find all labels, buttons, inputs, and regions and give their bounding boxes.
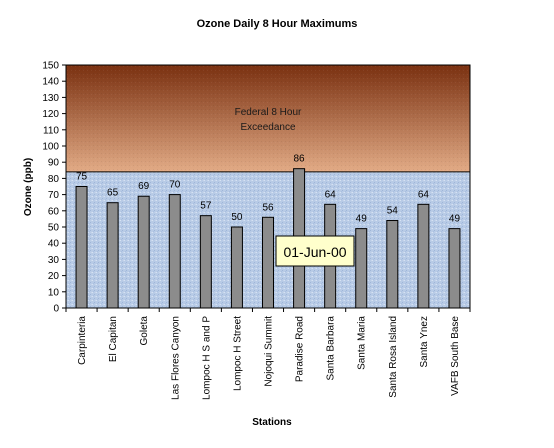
- bar: [355, 228, 368, 309]
- data-label: 49: [449, 214, 461, 225]
- category-label: Santa Barbara: [326, 316, 337, 381]
- bar: [75, 186, 88, 309]
- y-tick-label: 40: [48, 239, 60, 250]
- category-label: Santa Ynez: [419, 316, 430, 368]
- exceedance-label-line2: Exceedance: [240, 122, 295, 133]
- category-label: El Capitan: [108, 316, 119, 362]
- data-label: 50: [231, 212, 243, 223]
- bar: [199, 215, 212, 309]
- y-tick-label: 30: [48, 255, 60, 266]
- exceedance-band-texture: [66, 65, 470, 172]
- data-label: 69: [138, 181, 150, 192]
- category-label: Las Flores Canyon: [170, 316, 181, 400]
- y-tick-label: 60: [48, 206, 60, 217]
- y-tick-label: 20: [48, 271, 60, 282]
- y-tick-label: 110: [43, 125, 59, 136]
- data-label: 65: [107, 188, 119, 199]
- category-label: Santa Rosa Island: [388, 316, 399, 398]
- data-label: 56: [262, 202, 274, 213]
- date-label: 01-Jun-00: [283, 244, 346, 260]
- y-axis: 0 10 20 30 40 50 60 70 80 90 100 110 120 130 140 150: [42, 61, 66, 315]
- bar: [386, 220, 399, 309]
- category-label: VAFB South Base: [450, 316, 461, 396]
- y-tick-label: 140: [42, 77, 59, 88]
- x-axis-title: Stations: [252, 417, 292, 428]
- y-tick-label: 90: [48, 158, 60, 169]
- data-label: 75: [76, 172, 88, 183]
- category-label: Santa Maria: [357, 316, 368, 370]
- data-labels: 75 65 69 70 57 50 56 86 64 49 54 64 49: [76, 154, 460, 225]
- exceedance-label-line1: Federal 8 Hour: [235, 107, 302, 118]
- bar: [448, 228, 461, 309]
- category-label: Lompoc H Street: [232, 316, 243, 391]
- category-label: Lompoc H S and P: [201, 316, 212, 400]
- date-box: 01-Jun-00: [275, 235, 355, 267]
- y-tick-label: 80: [48, 174, 60, 185]
- y-axis-title: Ozone (ppb): [23, 158, 34, 216]
- data-label: 64: [418, 189, 430, 200]
- y-tick-label: 150: [42, 61, 59, 72]
- plot-area: Federal 8 Hour Exceedance: [65, 64, 471, 309]
- bar: [230, 226, 243, 309]
- y-tick-label: 120: [42, 109, 59, 120]
- data-label: 54: [387, 206, 399, 217]
- y-tick-label: 10: [48, 287, 60, 298]
- category-label: Nojoqui Summit: [264, 316, 275, 387]
- bar: [137, 195, 150, 309]
- bar: [106, 202, 119, 309]
- x-axis: Carpinteria El Capitan Goleta Las Flores Ca…: [65, 308, 471, 400]
- chart-title: Ozone Daily 8 Hour Maximums: [197, 18, 358, 30]
- bar: [262, 216, 274, 309]
- data-label: 49: [356, 214, 368, 225]
- category-label: Paradise Road: [295, 316, 306, 382]
- data-label: 70: [169, 180, 181, 191]
- bar: [168, 194, 181, 309]
- y-tick-label: 100: [42, 142, 59, 153]
- data-label: 64: [325, 189, 337, 200]
- data-label: 57: [200, 201, 212, 212]
- category-label: Carpinteria: [77, 316, 88, 365]
- y-tick-label: 50: [48, 223, 60, 234]
- y-tick-label: 70: [48, 190, 60, 201]
- data-label: 86: [294, 154, 306, 165]
- category-label: Goleta: [139, 316, 150, 346]
- date-box-background: [275, 235, 355, 267]
- y-tick-label: 130: [42, 93, 59, 104]
- y-tick-label: 0: [53, 304, 59, 315]
- bar: [417, 203, 430, 309]
